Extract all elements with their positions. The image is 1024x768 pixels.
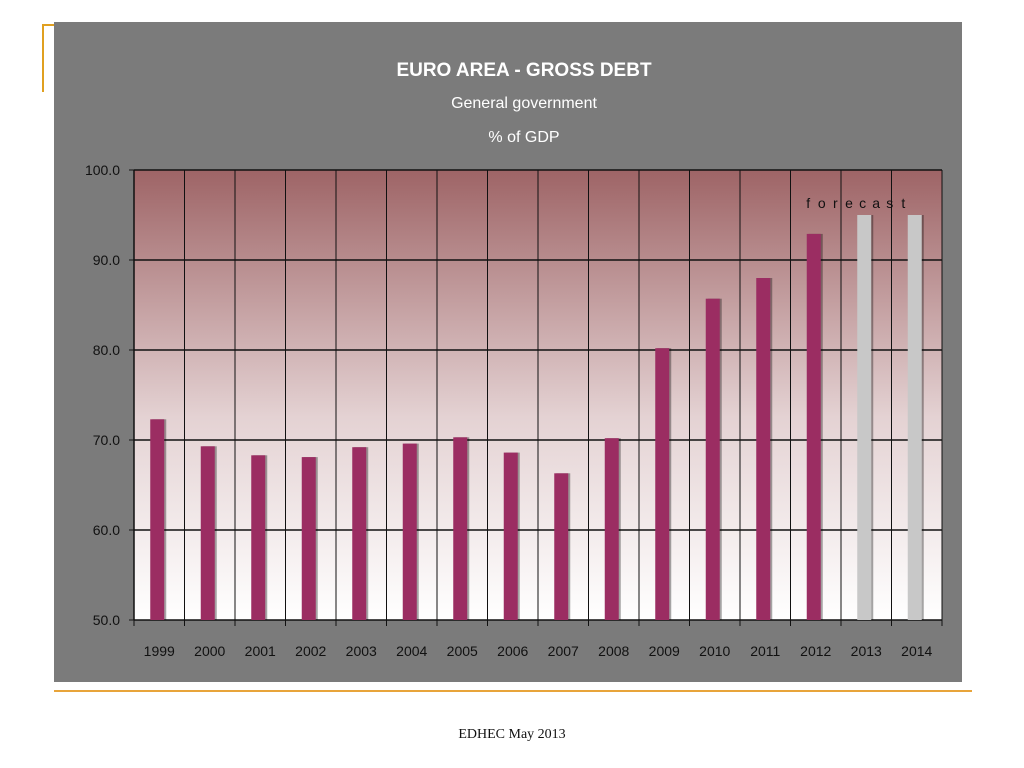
x-tick-label: 2005	[447, 643, 478, 659]
forecast-annotation-letter: r	[833, 195, 838, 211]
x-tick-label: 2002	[295, 643, 326, 659]
data-bar	[301, 457, 316, 620]
x-tick-label: 2000	[194, 643, 225, 659]
x-tick-label: 2007	[548, 643, 579, 659]
y-tick-label: 90.0	[93, 252, 120, 268]
y-tick-label: 80.0	[93, 342, 120, 358]
data-bar	[554, 473, 569, 620]
x-tick-label: 2006	[497, 643, 528, 659]
data-bar	[503, 452, 518, 620]
x-tick-label: 2008	[598, 643, 629, 659]
y-tick-label: 50.0	[93, 612, 120, 628]
x-tick-label: 2014	[901, 643, 932, 659]
x-tick-label: 2004	[396, 643, 427, 659]
x-tick-label: 2003	[346, 643, 377, 659]
chart-subtitle-line-2: % of GDP	[488, 129, 559, 146]
data-bar	[604, 438, 619, 620]
forecast-annotation-letter: e	[845, 195, 853, 211]
chart-title: EURO AREA - GROSS DEBT	[396, 60, 652, 81]
x-tick-label: 2013	[851, 643, 882, 659]
forecast-annotation-letter: a	[872, 195, 880, 211]
footer-text: EDHEC May 2013	[458, 727, 566, 742]
y-tick-label: 100.0	[85, 162, 120, 178]
forecast-annotation-letter: s	[886, 195, 893, 211]
data-bar	[150, 419, 165, 620]
forecast-annotation-letter: o	[818, 195, 826, 211]
chart-panel: EURO AREA - GROSS DEBT General governmen…	[54, 22, 962, 682]
data-bar	[200, 446, 215, 620]
plot-area: 50.0 60.0 70.0 80.0 90.0 100.0 1999 2000 2001 200…	[85, 162, 943, 659]
chart-subtitle-line-1: General government	[451, 95, 597, 112]
data-bar	[756, 278, 771, 620]
forecast-annotation-letter: t	[901, 195, 905, 211]
data-bar	[352, 447, 367, 620]
x-tick-label: 2010	[699, 643, 730, 659]
data-bar	[705, 298, 720, 620]
data-bar	[806, 233, 821, 620]
data-bar	[402, 443, 417, 620]
forecast-bar	[907, 215, 922, 620]
x-tick-label: 2012	[800, 643, 831, 659]
y-tick-label: 70.0	[93, 432, 120, 448]
data-bar	[655, 348, 670, 620]
gross-debt-chart: EURO AREA - GROSS DEBT General governmen…	[85, 60, 943, 659]
forecast-bar	[857, 215, 872, 620]
data-bar	[453, 437, 468, 620]
x-tick-label: 2001	[245, 643, 276, 659]
x-tick-label: 2009	[649, 643, 680, 659]
footer-divider	[54, 690, 972, 692]
y-tick-label: 60.0	[93, 522, 120, 538]
corner-bracket-decoration	[42, 24, 54, 92]
forecast-annotation-letter: f	[806, 195, 810, 211]
x-tick-label: 2011	[750, 643, 780, 659]
x-tick-label: 1999	[144, 643, 175, 659]
data-bar	[251, 455, 266, 620]
forecast-annotation-letter: c	[859, 195, 866, 211]
